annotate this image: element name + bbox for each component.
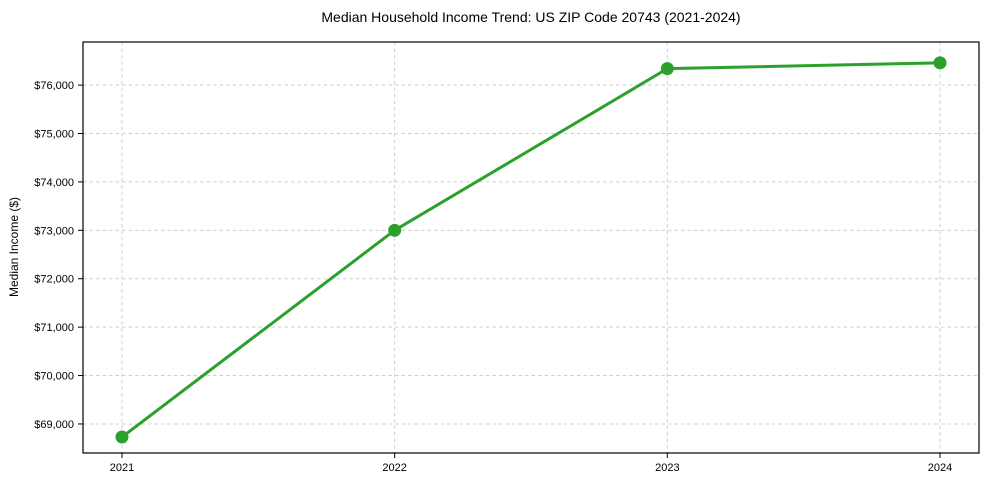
x-tick-label: 2021: [110, 462, 134, 474]
data-point-2023: [660, 62, 674, 76]
chart-title: Median Household Income Trend: US ZIP Co…: [321, 9, 741, 25]
y-tick-label: $76,000: [34, 80, 74, 92]
trend-line: [120, 61, 942, 439]
plot-border: [82, 41, 980, 454]
x-tick-label: 2022: [382, 462, 406, 474]
y-tick-label: $72,000: [34, 274, 74, 286]
data-point-2022: [388, 223, 402, 237]
data-point-2021: [115, 430, 129, 444]
y-tick-label: $74,000: [34, 177, 74, 189]
x-tick-label: 2023: [655, 462, 679, 474]
y-tick-label: $73,000: [34, 225, 74, 237]
y-tick-label: $75,000: [34, 128, 74, 140]
x-tick-label: 2024: [928, 462, 952, 474]
y-tick-label: $70,000: [34, 371, 74, 383]
y-tick-label: $69,000: [34, 419, 74, 431]
data-point-2024: [933, 56, 947, 70]
y-tick-label: $71,000: [34, 322, 74, 334]
